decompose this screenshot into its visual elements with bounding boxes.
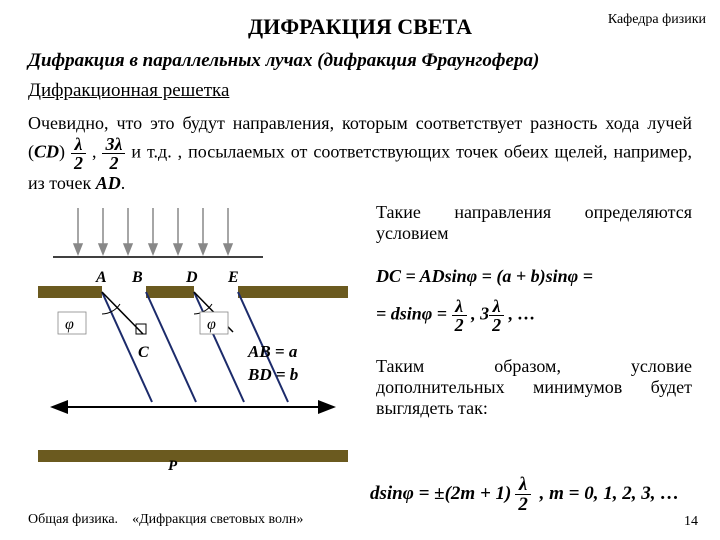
p1-text-b: ) <box>59 141 71 161</box>
formula-dc: DC = ADsinφ = (a + b)sinφ = <box>376 266 692 287</box>
right-text-1: Такие направления определяются условием <box>376 202 692 244</box>
main-title: ДИФРАКЦИЯ СВЕТА <box>28 14 692 40</box>
bottom-formula: dsinφ = ±(2m + 1)λ2 , m = 0, 1, 2, 3, … <box>370 475 679 514</box>
bf-fd: 2 <box>515 495 531 514</box>
label-D: D <box>185 269 198 286</box>
bf-lhs: dsinφ = ±(2m + 1) <box>370 483 511 504</box>
formula-ab: AB = a <box>247 342 298 361</box>
footer-right: «Дифракция световых волн» <box>132 512 303 527</box>
footer: Общая физика. «Дифракция световых волн» <box>28 512 358 528</box>
frac4-d: 2 <box>489 316 504 334</box>
label-A: A <box>95 269 107 286</box>
frac3-d: 2 <box>452 316 467 334</box>
frac3-n: λ <box>452 297 467 316</box>
frac2-d: 2 <box>102 154 125 172</box>
formula-dsin: = dsinφ = λ2 , 3λ2 , … <box>376 297 692 334</box>
label-phi-2: φ <box>207 316 216 333</box>
page-number: 14 <box>684 514 698 530</box>
lens-arrow-l <box>50 400 68 414</box>
department-label: Кафедра физики <box>608 12 706 28</box>
diffraction-diagram: A B D E C <box>28 202 358 472</box>
grating-bar-3 <box>238 286 348 298</box>
subheading: Дифракционная решетка <box>28 80 692 102</box>
subtitle: Дифракция в параллельных лучах (дифракци… <box>28 50 692 72</box>
grating-bar-1 <box>38 286 102 298</box>
diagram-panel: A B D E C <box>28 202 358 477</box>
right-text-2: Таким образом, условие дополнительных ми… <box>376 356 692 419</box>
label-C: C <box>138 344 149 361</box>
frac1-n: λ <box>71 135 86 154</box>
incoming-rays <box>74 208 232 254</box>
bf-rhs: , m = 0, 1, 2, 3, … <box>535 483 679 504</box>
frac4-n: λ <box>489 297 504 316</box>
eq1b-mid: , 3 <box>467 304 490 324</box>
frac2-n: 3λ <box>102 135 125 154</box>
footer-left: Общая физика. <box>28 512 118 527</box>
eq1b-pre: = dsinφ = <box>376 304 452 324</box>
p1-comma: , <box>86 141 102 161</box>
formula-bd: BD = b <box>247 365 298 384</box>
p1-end: . <box>121 173 126 193</box>
bf-fn: λ <box>515 475 531 495</box>
p1-ad: AD <box>96 173 121 193</box>
label-B: B <box>131 269 143 286</box>
eq1b-post: , … <box>504 304 536 324</box>
paragraph-1: Очевидно, что это будут направления, кот… <box>28 112 692 194</box>
screen-bar <box>38 450 348 462</box>
p1-text-c: и т.д. , посылаемых от соответствующих т… <box>28 141 692 192</box>
label-E: E <box>227 269 239 286</box>
angle-arc-1 <box>102 304 120 314</box>
grating-bar-2 <box>146 286 194 298</box>
label-P: P <box>168 458 178 472</box>
label-phi-1: φ <box>65 316 74 333</box>
lens-arrow-r <box>318 400 336 414</box>
frac1-d: 2 <box>71 154 86 172</box>
p1-cd: CD <box>34 141 59 161</box>
